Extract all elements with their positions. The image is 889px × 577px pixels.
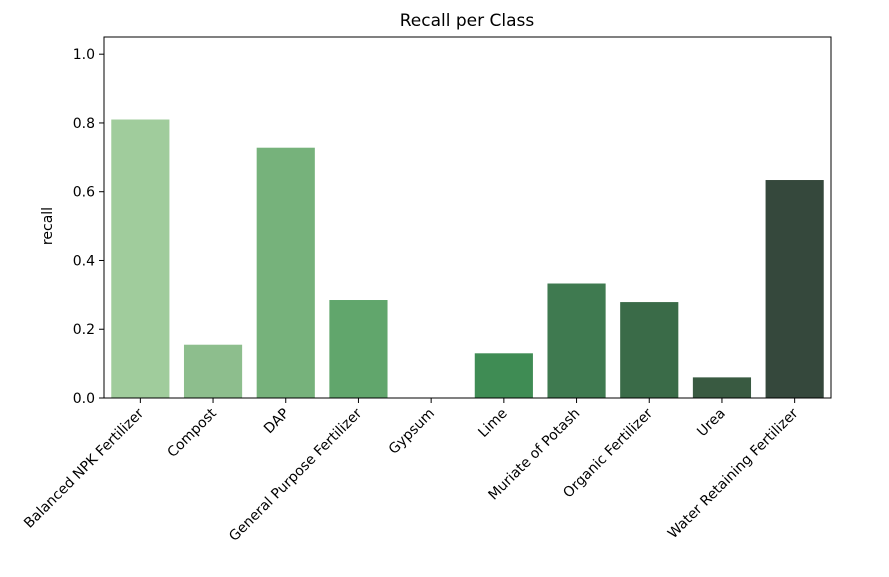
x-axis-ticks: Balanced NPK Fertilizer Compost DAPGeneral…	[21, 398, 802, 545]
x-tick-label: Gypsum	[386, 406, 438, 458]
y-tick-label: 0.4	[73, 253, 95, 269]
x-tick-label: Compost	[165, 405, 221, 461]
bar	[692, 377, 752, 398]
x-tick-label: Urea	[694, 406, 729, 441]
x-tick-label: General Purpose Fertilizer	[226, 405, 365, 544]
y-tick-label: 0.6	[73, 185, 95, 201]
y-tick-label: 0.8	[73, 116, 95, 132]
chart-title: Recall per Class	[400, 11, 535, 31]
bar	[474, 353, 533, 398]
y-tick-label: 0.0	[73, 391, 95, 407]
plot-frame	[103, 36, 832, 399]
bar	[111, 119, 170, 398]
bar	[329, 300, 388, 398]
x-tick-label: Water Retaining Fertilizer	[665, 405, 802, 542]
x-tick-label: DAP	[261, 406, 293, 438]
bar	[765, 180, 824, 398]
x-tick-label: Balanced NPK Fertilizer	[21, 405, 147, 531]
bar	[620, 302, 679, 398]
bar	[183, 344, 243, 398]
y-axis-label: recall	[40, 207, 56, 245]
y-axis-ticks: 0.0 0.2 0.4 0.6 0.8 1.0	[73, 47, 104, 407]
y-tick-label: 0.2	[73, 322, 95, 338]
clipped-left-edge-label: r	[0, 421, 5, 437]
bar	[547, 283, 606, 398]
bar	[256, 147, 315, 398]
bars	[111, 119, 824, 398]
y-tick-label: 1.0	[73, 47, 95, 63]
x-tick-label: Lime	[475, 406, 510, 441]
